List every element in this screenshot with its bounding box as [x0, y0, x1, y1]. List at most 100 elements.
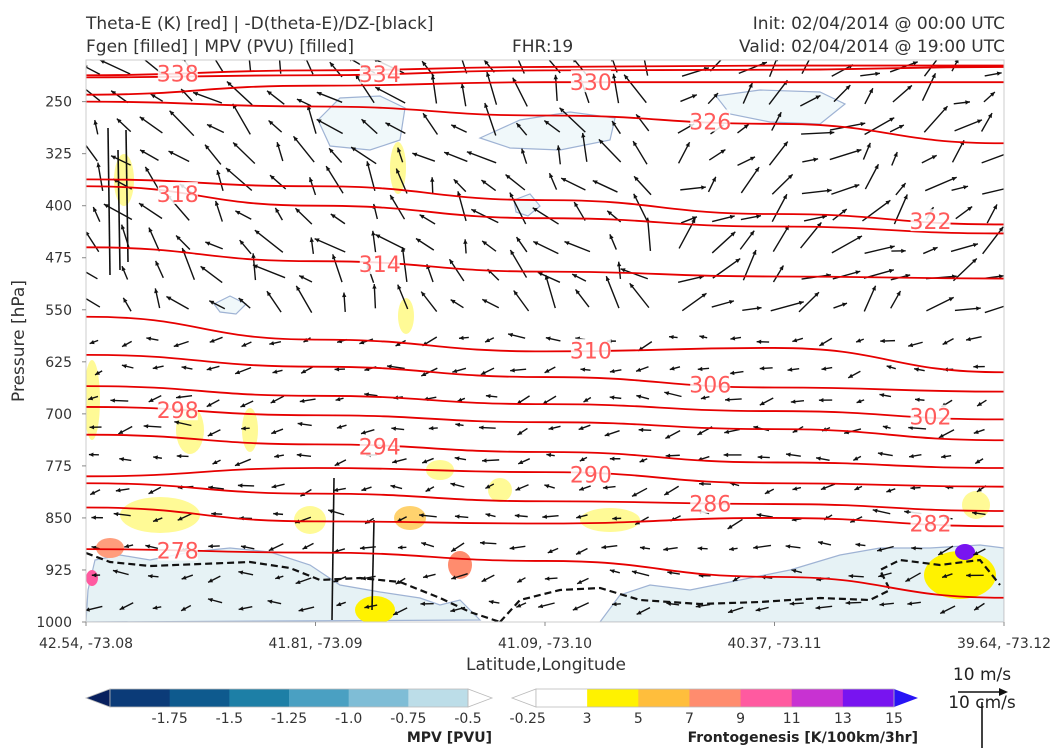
theta-e-contour-label: 298: [157, 399, 199, 424]
wind-vector-head: [879, 602, 885, 607]
wind-vector: [517, 60, 525, 74]
theta-e-label-bg: [570, 338, 611, 361]
wind-vector-head: [856, 148, 862, 154]
wind-vector-head: [512, 77, 517, 83]
wind-vector-head: [152, 365, 158, 370]
mpv-region: [599, 544, 1004, 622]
wind-vector-head: [516, 123, 522, 128]
colorbar-segment: [408, 689, 469, 707]
wind-vector-head: [361, 486, 367, 492]
wind-vector-head: [931, 155, 937, 160]
wind-vector-head: [119, 457, 125, 462]
wind-vector: [831, 184, 860, 195]
wind-vector-head: [342, 292, 347, 298]
wind-vector-head: [549, 173, 554, 179]
wind-vector-head: [335, 397, 341, 402]
wind-vector-head: [977, 401, 983, 407]
wind-vector-head: [848, 373, 854, 378]
wind-vector-head: [241, 426, 246, 431]
wind-vector-head: [605, 276, 610, 282]
wind-vector-head: [396, 517, 402, 522]
wind-vector-head: [854, 486, 860, 490]
wind-vector-head: [421, 291, 426, 297]
wind-vector-head: [111, 155, 117, 160]
wind-vector-head: [819, 341, 825, 346]
wind-vector-head: [93, 206, 98, 212]
wind-vector-head: [177, 516, 183, 521]
wind-vector-head: [697, 546, 703, 551]
wind-vector-head: [478, 425, 484, 430]
colorbar-segment: [169, 689, 230, 707]
theta-e-label-bg: [570, 70, 611, 93]
wind-vector: [709, 60, 722, 72]
wind-vector: [325, 165, 344, 194]
wind-vector-head: [877, 547, 882, 552]
wind-vector-head: [730, 336, 736, 341]
wind-vector-head: [375, 234, 381, 239]
wind-vector-head: [147, 574, 153, 579]
theta-e-contour-line: [86, 467, 1004, 488]
wind-vector-head: [268, 120, 274, 126]
wind-vector-head: [631, 492, 637, 497]
theta-e-label-bg: [570, 462, 611, 485]
wind-vector: [924, 176, 957, 192]
wind-vector-head: [361, 119, 367, 124]
wind-vector-head: [856, 399, 862, 404]
wind-vector-head: [553, 74, 558, 80]
theta-e-label-bg: [910, 511, 951, 534]
wind-vector-head: [204, 144, 210, 150]
wind-vector-head: [911, 546, 916, 551]
wind-vector-head: [86, 607, 90, 612]
wind-vector-head: [821, 214, 827, 220]
theta-e-label-bg: [157, 398, 198, 421]
wind-vector: [801, 60, 810, 74]
wind-vector-head: [460, 83, 465, 89]
colorbar-segment: [740, 689, 793, 707]
theta-e-contour-label: 314: [359, 253, 401, 278]
wind-vector-head: [965, 100, 970, 105]
wind-vector: [143, 60, 162, 75]
wind-vector-head: [580, 367, 586, 372]
wind-vector: [532, 207, 559, 225]
theta-e-label-bg: [359, 252, 400, 275]
wind-vector: [923, 60, 938, 77]
wind-vector-head: [124, 543, 130, 549]
wind-vector-head: [725, 397, 730, 402]
mpv-colorbar-label: MPV [PVU]: [407, 730, 492, 746]
mpv-region: [317, 95, 406, 151]
wind-vector-head: [458, 335, 464, 341]
wind-vector-head: [756, 306, 762, 311]
wind-vector: [248, 60, 252, 72]
wind-vector-head: [948, 297, 954, 302]
theta-e-contour-line: [86, 506, 1004, 528]
wind-vector-head: [450, 482, 456, 487]
wind-vector-head: [723, 60, 724, 61]
wind-vector-head: [759, 366, 765, 371]
wind-vector: [374, 86, 406, 104]
theta-e-contour-label: 294: [359, 436, 401, 461]
wind-vector-head: [152, 605, 158, 610]
wind-vector-head: [901, 248, 906, 254]
wind-vector-head: [579, 457, 585, 462]
wind-vector-head: [699, 334, 705, 340]
colorbar-segment: [536, 689, 588, 707]
wind-vector-head: [209, 338, 215, 343]
wind-vector-head: [987, 113, 993, 119]
wind-vector-head: [942, 340, 948, 345]
wind-vector-head: [176, 453, 182, 459]
wind-vector-head: [295, 579, 301, 585]
wind-vector: [864, 163, 880, 190]
wind-vector-head: [764, 489, 770, 494]
wind-vector: [864, 117, 895, 136]
axes: 250 325 400 475 550 625 700 775 850 925 1000 42.54,…: [36, 95, 1050, 652]
wind-vector-head: [532, 207, 538, 212]
wind-vector-head: [729, 370, 735, 376]
wind-vector: [921, 72, 937, 101]
wind-vector-head: [328, 509, 334, 514]
theta-e-contour-label: 330: [570, 71, 612, 96]
wind-vector: [292, 135, 315, 163]
wind-vector-head: [875, 71, 880, 77]
colorbar-tick-label: -0.25: [510, 711, 546, 727]
wind-vector-head: [103, 204, 109, 209]
wind-vector: [952, 257, 978, 282]
